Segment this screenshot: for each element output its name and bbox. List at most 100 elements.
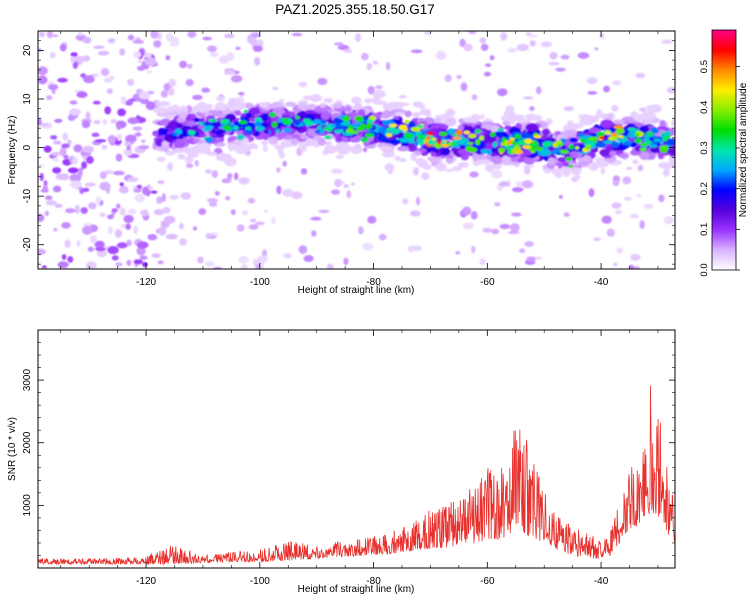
- ridge-core: [644, 134, 651, 139]
- noise-cell: [136, 115, 141, 120]
- noise-cell: [54, 204, 63, 208]
- ridge-core: [398, 124, 407, 130]
- ridge-cell: [335, 154, 344, 159]
- noise-cell: [333, 42, 344, 46]
- noise-cell: [67, 139, 72, 146]
- ridge-core: [643, 140, 653, 144]
- colorbar-tick-label: 0.1: [699, 223, 710, 236]
- ridge-cell: [258, 102, 269, 108]
- noise-cell: [213, 266, 223, 269]
- ridge-cell: [384, 163, 395, 172]
- noise-cell: [87, 246, 95, 252]
- ridge-core: [463, 142, 469, 147]
- noise-cell: [72, 156, 78, 165]
- noise-cell: [136, 241, 149, 249]
- noise-cell: [230, 209, 236, 216]
- noise-cell: [76, 239, 81, 247]
- ridge-core: [271, 121, 278, 128]
- ridge-core: [282, 121, 292, 125]
- noise-cell: [167, 162, 173, 171]
- noise-cell: [633, 266, 640, 269]
- noise-cell: [179, 238, 187, 246]
- noise-cell: [209, 201, 218, 207]
- noise-cell: [276, 167, 281, 173]
- ridge-core: [310, 117, 316, 121]
- noise-cell: [165, 233, 178, 240]
- noise-cell: [157, 180, 165, 184]
- ridge-cell: [182, 147, 190, 153]
- ridge-cell: [179, 105, 188, 112]
- noise-cell: [153, 40, 162, 48]
- noise-cell: [525, 32, 532, 36]
- noise-cell: [140, 97, 150, 105]
- ridge-cell: [501, 155, 511, 164]
- noise-cell: [153, 209, 165, 216]
- ridge-cell: [665, 138, 675, 146]
- noise-cell: [276, 185, 282, 195]
- noise-cell: [225, 196, 231, 201]
- noise-cell: [43, 145, 52, 153]
- noise-cell: [168, 78, 177, 88]
- noise-cell: [491, 170, 503, 179]
- ridge-cell: [269, 136, 279, 144]
- noise-cell: [480, 43, 489, 51]
- noise-cell: [187, 63, 193, 69]
- noise-cell: [88, 202, 97, 210]
- ridge-core: [243, 109, 248, 113]
- noise-cell: [146, 70, 153, 74]
- noise-cell: [158, 226, 167, 236]
- ridge-cell: [595, 157, 605, 165]
- ridge-cell: [221, 109, 231, 115]
- noise-cell: [145, 101, 156, 111]
- noise-cell: [69, 180, 82, 189]
- ridge-core: [609, 136, 615, 141]
- ridge-core: [530, 149, 536, 154]
- noise-cell: [497, 88, 508, 97]
- noise-cell: [96, 249, 107, 258]
- ridge-cell: [445, 108, 456, 118]
- noise-cell: [132, 126, 143, 131]
- noise-cell: [94, 240, 105, 248]
- noise-cell: [59, 44, 67, 52]
- noise-cell: [169, 43, 179, 47]
- noise-cell: [81, 120, 91, 129]
- noise-cell: [611, 202, 622, 209]
- noise-cell: [59, 147, 67, 157]
- noise-cell: [74, 56, 87, 62]
- ridge-cell: [671, 119, 675, 127]
- ridge-core: [613, 125, 624, 129]
- noise-cell: [540, 41, 553, 48]
- ridge-cell: [317, 137, 326, 146]
- ridge-core: [312, 119, 322, 124]
- ridge-core: [565, 157, 573, 162]
- ridge-core: [204, 127, 212, 132]
- noise-cell: [50, 135, 58, 140]
- noise-cell: [366, 62, 373, 71]
- noise-cell: [78, 31, 83, 37]
- ridge-core: [319, 128, 325, 134]
- noise-cell: [613, 262, 618, 267]
- colorbar-ticks: 0.0 0.1 0.2 0.3 0.4 0.5: [699, 60, 740, 277]
- noise-cell: [83, 223, 93, 227]
- ridge-core: [404, 119, 410, 124]
- noise-cell: [80, 207, 88, 214]
- ridge-core: [498, 147, 506, 153]
- noise-cell: [112, 170, 125, 176]
- snr-panel: -120 -100 -80 -60 -40 1000 2000 3000 Height of …: [7, 329, 676, 595]
- noise-cell: [511, 212, 522, 217]
- ridge-cell: [351, 96, 362, 105]
- ridge-core: [574, 146, 580, 150]
- ridge-cell: [155, 138, 164, 147]
- noise-cell: [460, 82, 468, 92]
- noise-cell: [524, 241, 534, 247]
- noise-cell: [118, 185, 129, 194]
- noise-cell: [599, 32, 605, 40]
- noise-cell: [549, 51, 558, 60]
- ridge-core: [585, 144, 592, 150]
- noise-cell: [516, 43, 529, 52]
- noise-cell: [298, 245, 308, 254]
- ridge-cell: [165, 150, 176, 156]
- noise-cell: [354, 33, 362, 43]
- spectrogram-xtick-label: -60: [480, 277, 495, 288]
- noise-cell: [107, 246, 119, 255]
